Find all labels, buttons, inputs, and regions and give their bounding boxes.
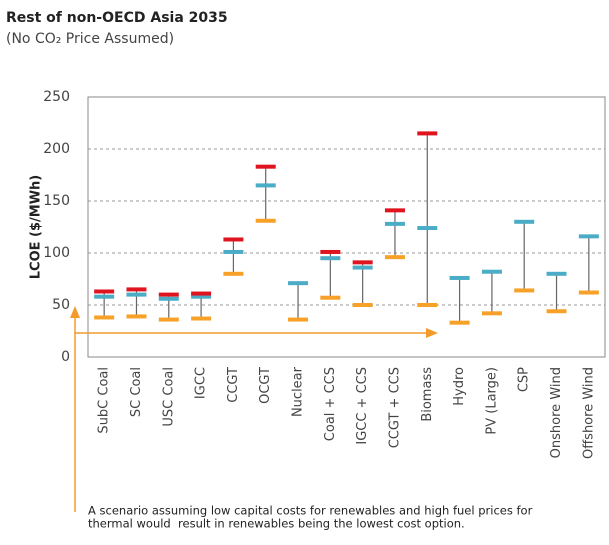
range-marker bbox=[94, 315, 115, 320]
range-marker bbox=[384, 208, 405, 213]
range-marker bbox=[352, 303, 373, 307]
range-marker bbox=[255, 164, 276, 169]
annotation: thermal would result in renewables being… bbox=[88, 517, 465, 531]
y-tick-label: 100 bbox=[43, 245, 70, 261]
range-marker bbox=[481, 311, 502, 316]
x-tick-label: USC Coal bbox=[161, 367, 176, 427]
range-marker bbox=[578, 290, 599, 295]
y-tick-label: 250 bbox=[43, 89, 70, 105]
range-marker bbox=[449, 275, 470, 280]
range-marker bbox=[320, 256, 341, 261]
y-tick-label: 50 bbox=[52, 297, 70, 313]
x-tick-label: Nuclear bbox=[291, 366, 306, 417]
arrow-head bbox=[70, 306, 80, 318]
range-marker bbox=[417, 131, 438, 136]
range-marker bbox=[578, 234, 599, 239]
chart-title: Rest of non-OECD Asia 2035 bbox=[6, 10, 228, 26]
x-tick-label: Coal + CCS bbox=[323, 367, 338, 441]
range-marker bbox=[320, 295, 341, 300]
range-marker bbox=[514, 288, 535, 293]
x-tick-label: SubC Coal bbox=[97, 367, 112, 434]
range-marker bbox=[384, 255, 405, 260]
x-tick-label: SC Coal bbox=[129, 367, 144, 417]
range-marker bbox=[223, 271, 244, 276]
range-marker bbox=[158, 317, 179, 322]
range-marker bbox=[320, 249, 341, 254]
x-tick-label: Onshore Wind bbox=[549, 367, 564, 458]
range-marker bbox=[158, 296, 179, 301]
x-tick-label: IGCC bbox=[194, 367, 209, 399]
range-marker bbox=[417, 226, 438, 231]
range-marker bbox=[546, 271, 567, 276]
range-marker bbox=[158, 292, 179, 297]
x-tick-label: OCGT bbox=[258, 367, 273, 404]
x-tick-label: Biomass bbox=[420, 367, 435, 422]
arrow-head bbox=[426, 328, 438, 338]
range-marker bbox=[288, 317, 309, 322]
x-tick-label: CCGT + CCS bbox=[387, 367, 402, 448]
range-marker bbox=[352, 265, 373, 270]
range-marker bbox=[546, 309, 567, 314]
range-marker bbox=[94, 294, 115, 299]
range-marker bbox=[255, 183, 276, 188]
range-marker bbox=[417, 303, 438, 307]
range-marker bbox=[191, 291, 212, 296]
range-marker bbox=[481, 269, 502, 274]
x-tick-label: Offshore Wind bbox=[581, 367, 596, 459]
x-tick-label: CCGT bbox=[226, 367, 241, 403]
chart-subtitle: (No CO₂ Price Assumed) bbox=[6, 31, 174, 47]
y-tick-label: 200 bbox=[43, 141, 70, 157]
range-marker bbox=[191, 316, 212, 321]
range-marker bbox=[352, 260, 373, 265]
plot-frame bbox=[87, 96, 606, 358]
y-tick-label: 150 bbox=[43, 193, 70, 209]
range-marker bbox=[94, 289, 115, 294]
range-marker bbox=[191, 294, 212, 299]
range-marker bbox=[223, 237, 244, 242]
range-marker bbox=[126, 292, 147, 297]
range-marker bbox=[449, 320, 470, 325]
range-marker bbox=[514, 219, 535, 224]
x-tick-label: CSP bbox=[517, 367, 532, 392]
range-marker bbox=[126, 287, 147, 292]
range-marker bbox=[384, 221, 405, 226]
x-tick-label: PV (Large) bbox=[484, 367, 499, 435]
y-tick-label: 0 bbox=[61, 349, 70, 365]
range-marker bbox=[255, 218, 276, 223]
y-axis-label: LCOE ($/MWh) bbox=[29, 175, 44, 280]
x-tick-label: IGCC + CCS bbox=[355, 367, 370, 445]
annotation: A scenario assuming low capital costs fo… bbox=[88, 504, 533, 518]
range-marker bbox=[288, 281, 309, 286]
x-tick-label: Hydro bbox=[452, 367, 467, 406]
range-marker bbox=[126, 314, 147, 319]
range-marker bbox=[223, 249, 244, 254]
